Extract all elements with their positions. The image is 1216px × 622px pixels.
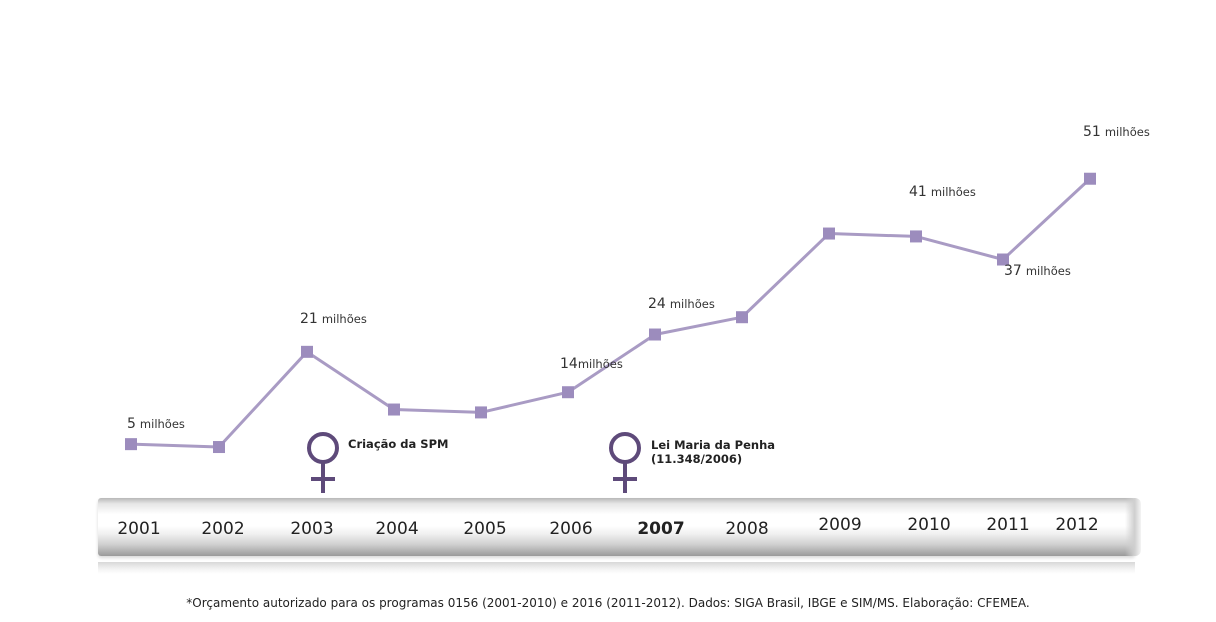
female-symbol-icon [307, 432, 339, 493]
female-symbol-icon [609, 432, 641, 493]
timeline-bar [98, 498, 1141, 556]
data-point-2001 [125, 438, 137, 451]
timeline-year-2006: 2006 [549, 519, 593, 539]
timeline-year-2011: 2011 [986, 515, 1030, 535]
data-label-2001: 5 milhões [127, 416, 185, 432]
timeline-year-2003: 2003 [290, 519, 334, 539]
data-point-2004 [388, 403, 400, 416]
data-label-2003: 21 milhões [300, 311, 367, 327]
data-label-2011: 37 milhões [1004, 263, 1071, 279]
data-point-2003 [301, 345, 313, 358]
event-label-line: Lei Maria da Penha [651, 438, 776, 452]
data-point-2005 [475, 406, 487, 419]
data-label-2012: 51 milhões [1083, 124, 1150, 140]
data-point-2007 [649, 328, 661, 341]
data-point-2009 [823, 227, 835, 240]
timeline-year-2008: 2008 [725, 519, 769, 539]
data-point-2008 [736, 311, 748, 324]
timeline-year-2004: 2004 [375, 519, 419, 539]
footnote: *Orçamento autorizado para os programas … [186, 596, 1030, 610]
timeline-year-2007: 2007 [637, 519, 685, 539]
timeline-year-2009: 2009 [818, 515, 862, 535]
data-point-2012 [1084, 172, 1096, 185]
data-label-2010: 41 milhões [909, 184, 976, 200]
timeline-shadow [98, 562, 1135, 574]
event-label-line: (11.348/2006) [651, 452, 743, 466]
event-label-lei-maria-da-penha: Lei Maria da Penha (11.348/2006) [651, 438, 775, 466]
data-point-2010 [910, 230, 922, 243]
data-label-2006: 14milhões [560, 356, 623, 372]
timeline-year-2002: 2002 [201, 519, 245, 539]
data-point-2011 [997, 253, 1009, 266]
timeline-year-2010: 2010 [907, 515, 951, 535]
timeline-year-2012: 2012 [1055, 515, 1099, 535]
data-point-2002 [213, 441, 225, 454]
series-line [130, 177, 1092, 449]
timeline-year-2005: 2005 [463, 519, 507, 539]
data-label-2007: 24 milhões [648, 296, 715, 312]
data-point-2006 [562, 386, 574, 399]
event-label-line: Criação da SPM [348, 437, 449, 451]
event-label-criacao-spm: Criação da SPM [348, 437, 448, 451]
timeline-year-2001: 2001 [117, 519, 161, 539]
